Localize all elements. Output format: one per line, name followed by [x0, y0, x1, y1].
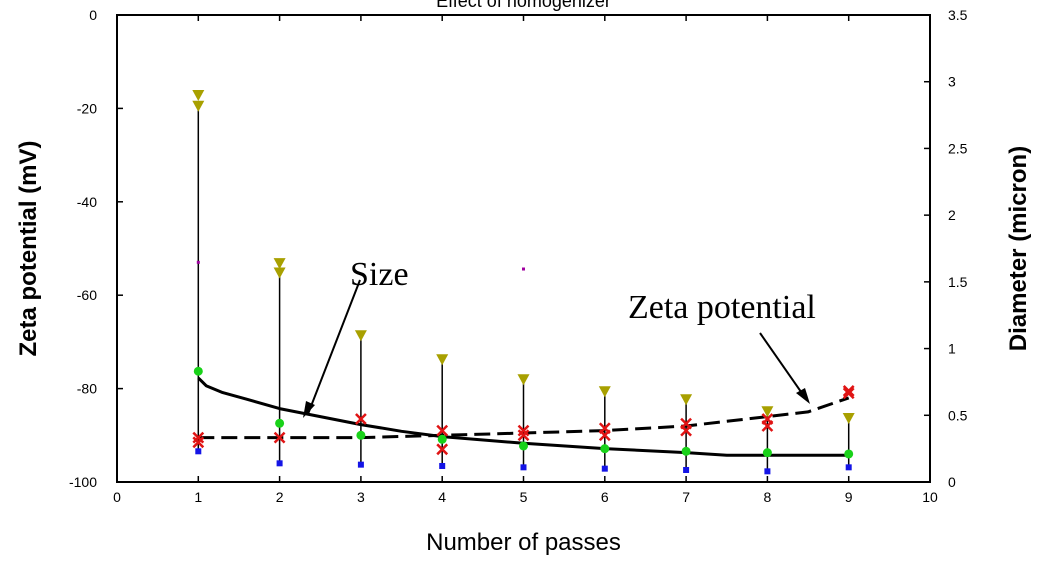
- dash-marker: [196, 260, 200, 264]
- size-curve: [197, 376, 849, 457]
- zeta-arrow-line: [759, 332, 807, 400]
- y-right-tick-label: 2.5: [948, 140, 968, 156]
- y-left-axis-title: Zeta potential (mV): [15, 140, 42, 356]
- square-marker: [276, 460, 283, 467]
- x-marker: [192, 431, 205, 444]
- x-marker: [436, 443, 449, 456]
- y-left-tick-label: -20: [77, 100, 97, 116]
- triangle-marker: [273, 258, 286, 270]
- triangle-marker: [517, 374, 530, 386]
- zeta-arrow-head: [796, 388, 810, 404]
- range-lines-layer: [197, 101, 850, 472]
- x-marker: [842, 385, 855, 397]
- zeta-potential-curve: [198, 396, 850, 440]
- y-left-tick-label: -40: [77, 194, 97, 210]
- y-right-tick-label: 0: [948, 474, 956, 490]
- y-right-tick-label: 2: [948, 207, 956, 223]
- square-marker: [520, 464, 527, 471]
- y-right-tick-label: 0.5: [948, 407, 968, 423]
- size-arrow-head: [303, 401, 315, 418]
- circle-marker: [437, 434, 447, 444]
- triangle-marker: [761, 406, 774, 418]
- size-arrow-line: [307, 279, 361, 415]
- triangle-marker: [436, 354, 449, 366]
- chart-title-layer: Effect of homogenizer: [436, 0, 611, 11]
- annotation-size: Size: [350, 256, 409, 293]
- circle-marker: [681, 446, 691, 456]
- circle-marker: [762, 448, 772, 458]
- x-marker: [842, 387, 855, 400]
- y-right-tick-label: 1: [948, 341, 956, 357]
- triangle-marker: [192, 100, 205, 112]
- triangle-marker: [273, 267, 286, 279]
- annotation-zeta-potential: Zeta potential: [628, 289, 816, 326]
- circle-marker: [600, 444, 610, 454]
- x-marker: [355, 413, 367, 425]
- x-tick-label: 5: [520, 489, 528, 505]
- y-left-tick-label: -80: [77, 381, 97, 397]
- square-marker: [195, 448, 202, 455]
- x-tick-label: 7: [682, 489, 690, 505]
- circle-marker: [275, 418, 285, 428]
- x-marker: [436, 424, 449, 437]
- x-marker: [761, 420, 774, 432]
- chart-title: Effect of homogenizer: [436, 0, 611, 11]
- x-marker: [273, 431, 286, 444]
- y-left-tick-label: 0: [89, 7, 97, 23]
- y-right-tick-label: 3.5: [948, 7, 968, 23]
- y-right-tick-label: 3: [948, 74, 956, 90]
- triangle-marker: [598, 386, 611, 398]
- x-tick-label: 3: [357, 489, 365, 505]
- circle-marker: [356, 430, 366, 440]
- x-tick-label: 1: [194, 489, 202, 505]
- square-marker: [357, 461, 364, 468]
- circle-marker: [844, 449, 854, 459]
- circle-marker: [519, 441, 528, 451]
- dash-marker: [522, 267, 525, 271]
- square-marker: [439, 462, 446, 469]
- triangle-marker: [354, 330, 367, 342]
- x-tick-label: 9: [845, 489, 853, 505]
- x-marker: [517, 429, 530, 442]
- x-tick-label: 6: [601, 489, 609, 505]
- x-tick-label: 10: [922, 489, 938, 505]
- x-tick-label: 0: [113, 489, 121, 505]
- square-marker: [764, 468, 771, 475]
- axes-layer: 0 1 2 3 4 5 6 7 8 9 100-20-40-60-80-1003.532.521.5…: [15, 7, 1032, 556]
- x-axis-title: Number of passes: [426, 529, 621, 556]
- x-tick-label: 2: [276, 489, 284, 505]
- x-tick-label: 4: [438, 489, 446, 505]
- triangle-marker: [842, 412, 855, 424]
- square-marker: [601, 465, 608, 472]
- triangle-marker: [680, 394, 693, 406]
- text-layer: Size Zeta potential: [303, 256, 816, 418]
- y-left-tick-label: -60: [77, 287, 97, 303]
- square-marker: [845, 464, 852, 471]
- x-marker: [680, 424, 692, 437]
- x-tick-label: 8: [764, 489, 772, 505]
- circle-marker: [193, 366, 203, 376]
- y-left-tick-label: -100: [69, 474, 97, 490]
- triangle-marker: [192, 90, 205, 102]
- x-marker: [517, 424, 530, 437]
- markers-layer: [192, 90, 855, 475]
- y-right-tick-label: 1.5: [948, 274, 968, 290]
- x-marker: [598, 429, 611, 442]
- square-marker: [683, 466, 690, 473]
- y-right-axis-title: Diameter (micron): [1005, 146, 1032, 351]
- x-marker: [192, 436, 205, 449]
- curves-layer: [197, 376, 850, 457]
